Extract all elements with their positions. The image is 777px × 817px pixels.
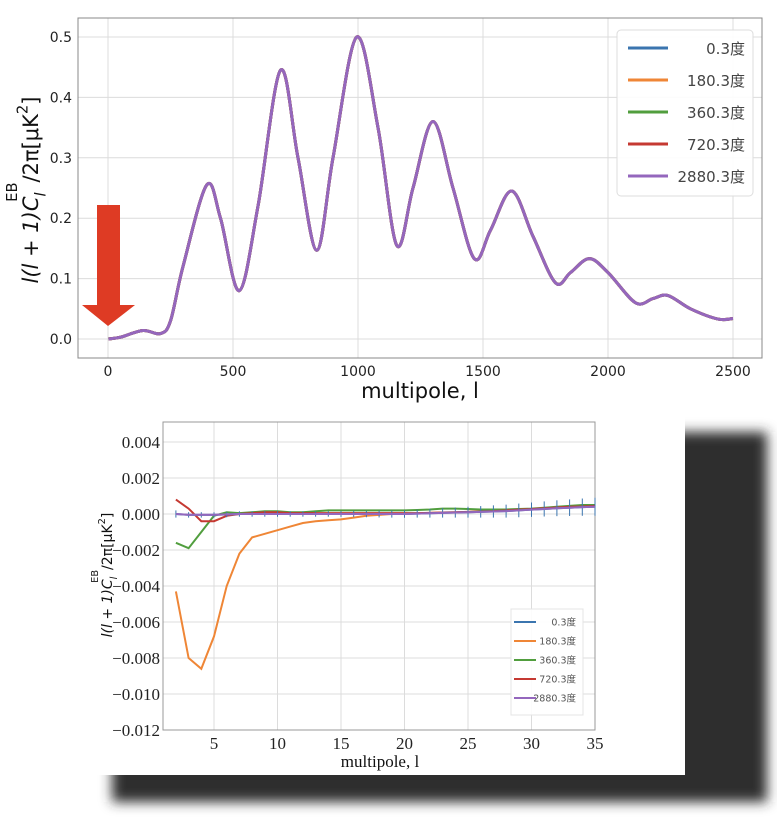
series-line-2880.3度 bbox=[175, 505, 596, 516]
x-tick-label: 500 bbox=[220, 364, 247, 380]
y-tick-label: 0.4 bbox=[50, 90, 72, 106]
x-tick-label: 1000 bbox=[340, 364, 376, 380]
legend-label-1: 180.3度 bbox=[539, 636, 576, 648]
x-axis-label: multipole, l bbox=[361, 379, 479, 403]
x-tick-label: 30 bbox=[523, 734, 540, 753]
legend-label-3: 720.3度 bbox=[687, 136, 745, 154]
y-axis-label-sup: EB bbox=[4, 182, 21, 201]
x-tick-label: 1500 bbox=[465, 364, 501, 380]
x-axis-label: multipole, l bbox=[341, 752, 420, 771]
y-axis-label-sup2: 2 bbox=[15, 105, 32, 114]
x-tick-label: 2000 bbox=[590, 364, 626, 380]
x-tick-label: 15 bbox=[333, 734, 350, 753]
plot-area bbox=[162, 421, 596, 731]
legend-label-4: 2880.3度 bbox=[678, 168, 746, 186]
y-axis-label-post: ] bbox=[19, 96, 43, 104]
y-axis-label-sup: EB bbox=[90, 570, 101, 583]
y-tick-label: −0.012 bbox=[112, 721, 160, 740]
y-axis-label-sub: l bbox=[109, 576, 120, 579]
y-axis-label-mid: /2π[μK bbox=[100, 524, 116, 570]
y-tick-label: 0.000 bbox=[122, 505, 160, 524]
x-tick-label: 5 bbox=[210, 734, 219, 753]
plot-area bbox=[77, 17, 763, 359]
y-tick-label: 0.002 bbox=[122, 469, 160, 488]
x-tick-label: 20 bbox=[396, 734, 413, 753]
y-axis-label: l(l + 1)Cl EB/2π[μK2] bbox=[90, 513, 120, 638]
y-tick-label: −0.008 bbox=[112, 649, 160, 668]
y-tick-label: 0.3 bbox=[50, 151, 72, 167]
y-axis-label-sub: l bbox=[32, 191, 49, 196]
y-tick-label: −0.002 bbox=[112, 541, 160, 560]
legend-label-2: 360.3度 bbox=[687, 104, 745, 122]
x-tick-label: 2500 bbox=[715, 364, 751, 380]
legend-box bbox=[616, 29, 754, 197]
legend-label-0: 0.3度 bbox=[706, 40, 745, 58]
y-axis-label-pre: l(l + 1)C bbox=[19, 196, 43, 283]
y-axis-label-sup2: 2 bbox=[97, 518, 108, 524]
legend-label-1: 180.3度 bbox=[687, 72, 745, 90]
y-axis-label-pre: l(l + 1)C bbox=[100, 579, 116, 637]
y-tick-label: 0.004 bbox=[122, 433, 161, 452]
x-tick-label: 10 bbox=[269, 734, 286, 753]
y-tick-label: 0.0 bbox=[50, 332, 72, 348]
bottom-chart: 5 10 15 20 25 30 35 0.004 0.002 0.000 −0.002 −0.004… bbox=[90, 421, 604, 771]
legend-label-0: 0.3度 bbox=[551, 617, 576, 629]
y-axis-label-post: ] bbox=[100, 513, 116, 518]
y-tick-label: −0.010 bbox=[112, 685, 160, 704]
bottom-panel bbox=[95, 415, 685, 775]
red-arrow-icon bbox=[82, 205, 135, 326]
y-tick-label: −0.006 bbox=[112, 613, 160, 632]
legend-label-4: 2880.3度 bbox=[533, 693, 576, 705]
legend-label-3: 720.3度 bbox=[539, 674, 576, 686]
y-axis-label: l(l + 1)Cl EB/2π[μK2] bbox=[4, 96, 49, 283]
legend-label-2: 360.3度 bbox=[539, 655, 576, 667]
y-tick-label: 0.5 bbox=[50, 30, 72, 46]
top-chart: 0 500 1000 1500 2000 2500 0.0 0.1 0.2 0.3 0.4 0.5 0.… bbox=[4, 17, 763, 403]
x-tick-label: 25 bbox=[460, 734, 477, 753]
y-tick-label: 0.1 bbox=[50, 272, 72, 288]
y-axis-label-mid: /2π[μK bbox=[19, 113, 43, 183]
x-tick-label: 0 bbox=[104, 364, 113, 380]
y-tick-label: 0.2 bbox=[50, 211, 72, 227]
series-line-2880.3度 bbox=[108, 35, 734, 341]
y-tick-label: −0.004 bbox=[112, 577, 160, 596]
x-tick-label: 35 bbox=[587, 734, 604, 753]
